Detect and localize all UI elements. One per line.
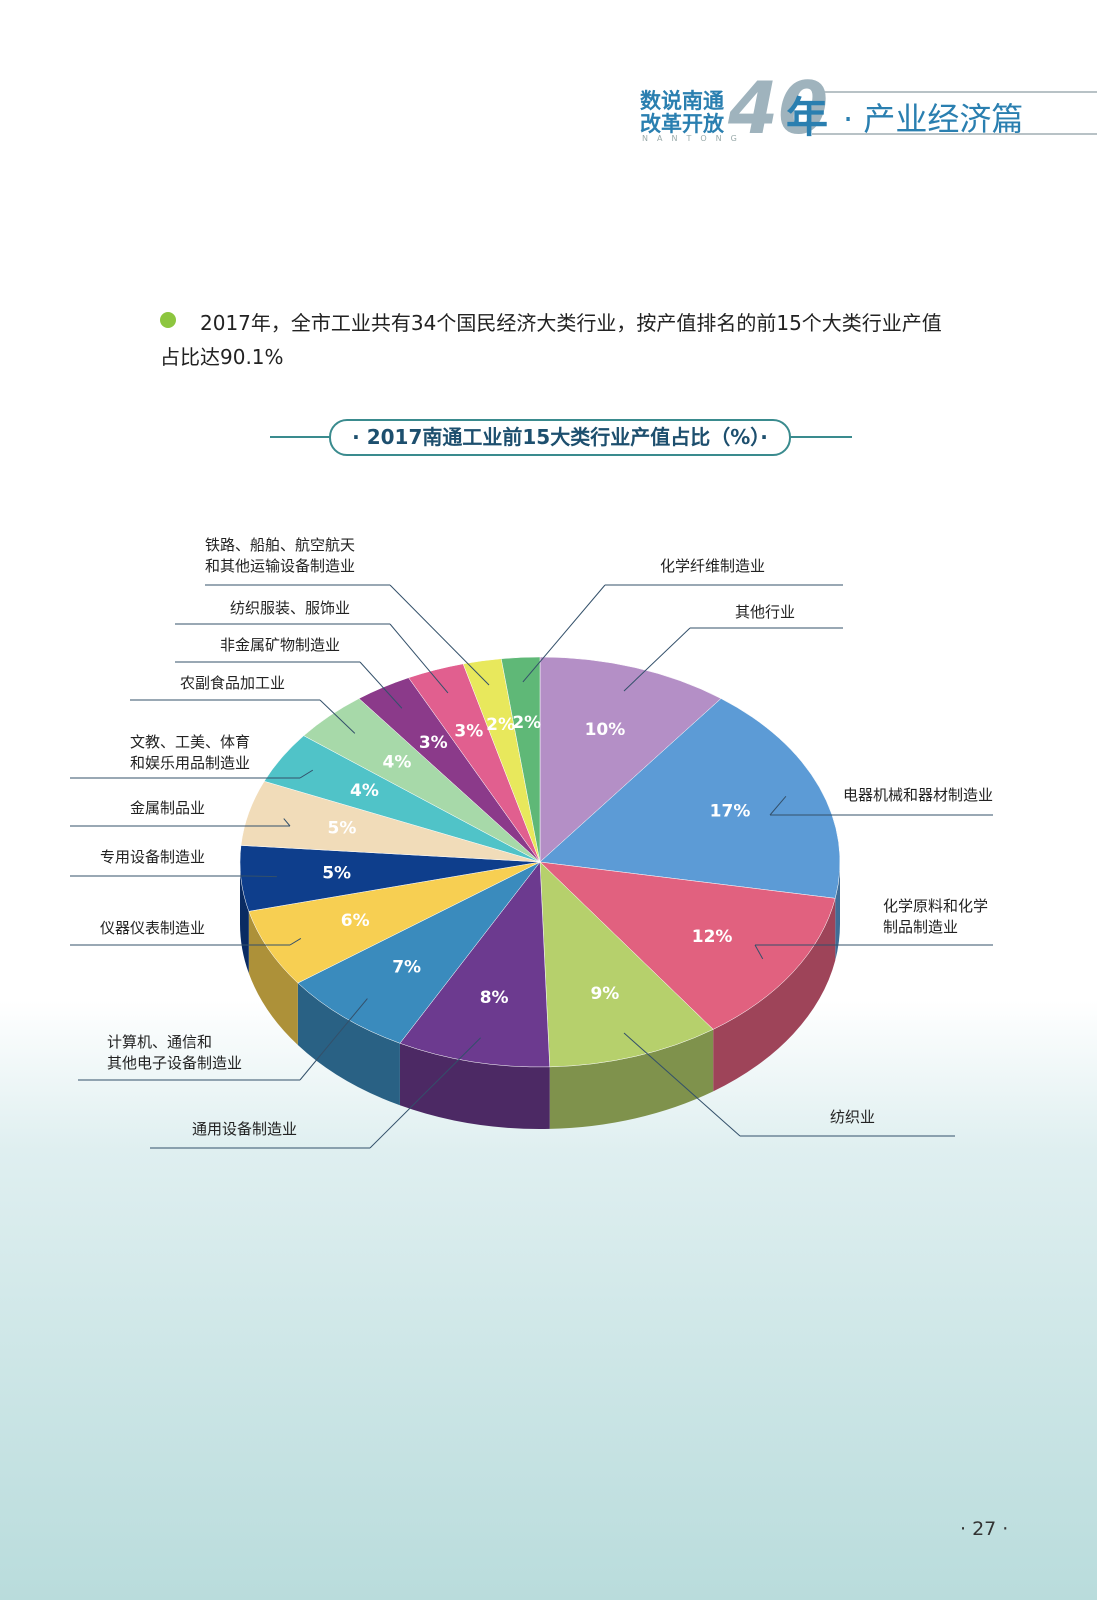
leader-line — [289, 937, 302, 946]
category-label: 专用设备制造业 — [100, 848, 206, 866]
value-label: 2% — [512, 713, 541, 733]
intro-text: 2017年，全市工业共有34个国民经济大类行业，按产值排名的前15个大类行业产值… — [160, 311, 942, 369]
category-label: 纺织业 — [830, 1108, 876, 1126]
leader-line — [369, 1037, 482, 1149]
leader-line — [623, 627, 691, 692]
category-label: 化学纤维制造业 — [660, 557, 766, 575]
section-title: · 产业经济篇 — [843, 100, 1024, 138]
leader-line — [283, 818, 291, 827]
brand: 数说南通 改革开放 — [640, 90, 724, 136]
slice-side — [297, 983, 400, 1106]
slice — [539, 861, 714, 1068]
slice — [500, 656, 541, 863]
brand-number: 40 — [728, 66, 829, 150]
slice — [539, 861, 836, 1030]
category-label: 通用设备制造业 — [192, 1120, 298, 1138]
value-label: 8% — [480, 988, 509, 1008]
value-label: 4% — [382, 753, 411, 773]
category-label: 文教、工美、体育 和娱乐用品制造业 — [130, 733, 251, 772]
value-label: 17% — [710, 801, 751, 821]
leader-line — [754, 944, 764, 960]
value-label: 2% — [486, 715, 515, 735]
value-label: 6% — [341, 911, 370, 931]
slice — [539, 656, 722, 863]
value-label: 3% — [454, 721, 483, 741]
bullet — [160, 312, 176, 328]
leader-line — [319, 699, 356, 734]
category-label: 电器机械和器材制造业 — [843, 786, 994, 804]
slice — [297, 861, 541, 1044]
category-label: 纺织服装、服饰业 — [230, 599, 351, 617]
category-label: 其他行业 — [735, 603, 796, 621]
brand-line: 数说南通 — [640, 89, 724, 113]
slice-side — [713, 898, 836, 1092]
leader-line — [299, 769, 314, 779]
leader-line — [522, 584, 606, 683]
page-number: · 27 · — [960, 1518, 1009, 1540]
slice-side — [549, 1029, 714, 1129]
leader-line — [623, 1032, 741, 1137]
chart-title: · 2017南通工业前15大类行业产值占比（%）· — [352, 425, 768, 449]
category-label: 仪器仪表制造业 — [100, 919, 206, 937]
slice — [399, 861, 550, 1068]
category-label: 计算机、通信和 其他电子设备制造业 — [107, 1033, 243, 1072]
value-label: 3% — [419, 733, 448, 753]
brand-line: 改革开放 — [640, 112, 724, 136]
value-label: 5% — [328, 818, 357, 838]
value-label: 12% — [692, 927, 733, 947]
category-label: 化学原料和化学 制品制造业 — [883, 897, 989, 936]
category-label: 农副食品加工业 — [180, 674, 286, 692]
brand-year: 年 — [786, 93, 829, 142]
category-label: 非金属矿物制造业 — [220, 636, 341, 654]
title-box — [329, 419, 791, 456]
leader-line — [389, 584, 490, 686]
leader-line — [244, 875, 277, 878]
slice-side — [399, 1043, 550, 1129]
category-label: 金属制品业 — [130, 799, 206, 817]
value-label: 10% — [585, 720, 626, 740]
leader-line — [299, 998, 368, 1081]
value-label: 9% — [590, 984, 619, 1004]
brand-sub: NANTONG — [642, 134, 746, 143]
leader-line — [359, 661, 403, 709]
value-label: 4% — [350, 781, 379, 801]
value-label: 7% — [392, 957, 421, 977]
leader-line — [389, 623, 449, 694]
category-label: 铁路、船舶、航空航天 和其他运输设备制造业 — [205, 536, 356, 575]
value-label: 5% — [322, 863, 351, 883]
slice — [539, 698, 841, 899]
leader-line — [769, 796, 787, 816]
slice-side — [835, 862, 840, 961]
slice — [248, 861, 541, 984]
